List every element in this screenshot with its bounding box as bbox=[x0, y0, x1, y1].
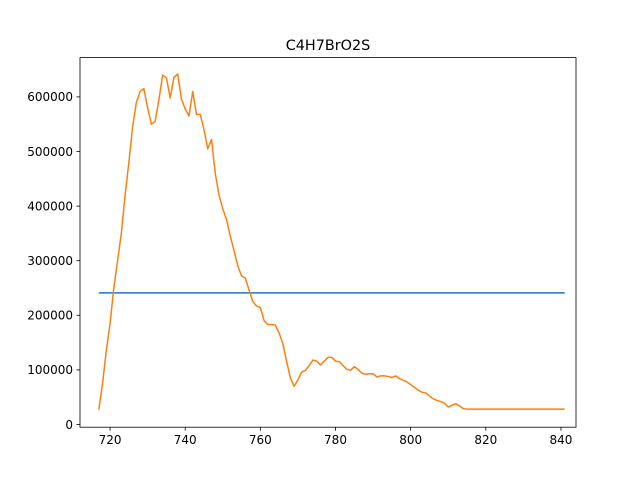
chart-title: C4H7BrO2S bbox=[286, 38, 371, 54]
y-tick-label: 0 bbox=[65, 418, 73, 432]
axis-layer: 720 740 760 780 800 820 840 0 100000 200000 300000… bbox=[27, 90, 572, 447]
x-tick-label: 820 bbox=[474, 433, 497, 447]
y-tick-label: 400000 bbox=[27, 199, 73, 213]
y-tick-label: 200000 bbox=[27, 309, 73, 323]
y-tick-label: 600000 bbox=[27, 90, 73, 104]
plot-area bbox=[80, 57, 576, 428]
y-tick-label: 500000 bbox=[27, 145, 73, 159]
x-tick-label: 720 bbox=[99, 433, 122, 447]
series-layer bbox=[98, 73, 565, 410]
x-tick-label: 760 bbox=[249, 433, 272, 447]
y-tick-label: 300000 bbox=[27, 254, 73, 268]
x-tick-label: 780 bbox=[324, 433, 347, 447]
y-tick-label: 100000 bbox=[27, 363, 73, 377]
plot-frame bbox=[79, 57, 577, 428]
x-tick-label: 840 bbox=[550, 433, 573, 447]
x-tick-label: 800 bbox=[399, 433, 422, 447]
x-tick-label: 740 bbox=[174, 433, 197, 447]
series-line-1 bbox=[98, 73, 565, 410]
